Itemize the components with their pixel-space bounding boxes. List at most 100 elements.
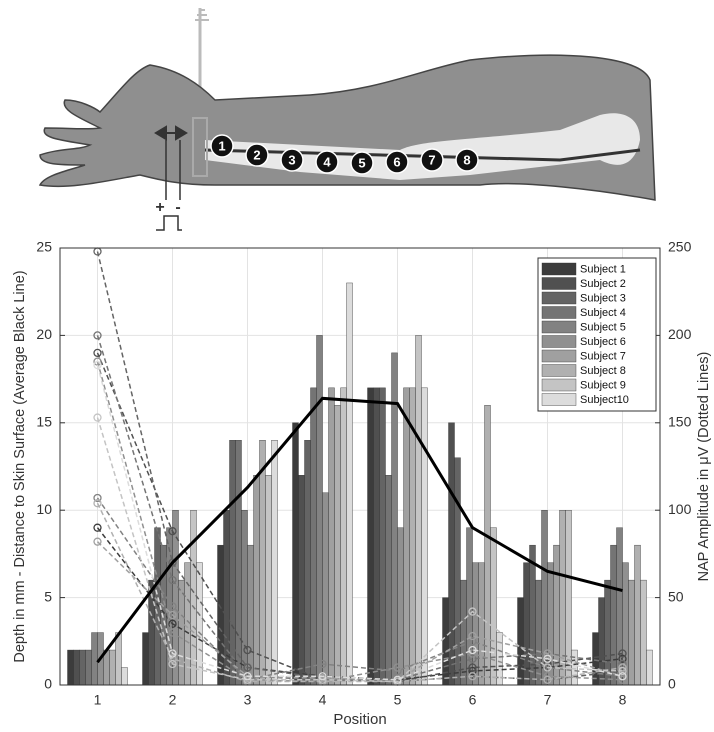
bar [272,440,278,685]
legend-swatch [542,336,576,348]
y-tick-label: 20 [36,326,52,342]
x-tick-label: 8 [619,692,627,708]
bar [416,335,422,685]
x-tick-label: 4 [319,692,327,708]
bar [74,650,80,685]
bar [341,388,347,685]
y2-tick-label: 100 [668,501,692,517]
bar [68,650,74,685]
bar [449,423,455,685]
y2-tick-label: 150 [668,414,692,430]
arm-silhouette [40,55,655,200]
x-axis-label: Position [333,711,386,728]
bar [266,475,272,685]
bar [611,545,617,685]
electrode-label: 6 [393,154,400,169]
bar [635,545,641,685]
legend-label: Subject 1 [580,263,626,275]
plot: 051015202505010015020025012345678Subject… [12,239,712,728]
bar [455,458,461,685]
bar [305,440,311,685]
legend-swatch [542,394,576,406]
bar [629,580,635,685]
bar [335,405,341,685]
bar [92,633,98,685]
x-tick-label: 6 [469,692,477,708]
y-tick-label: 25 [36,239,52,255]
bar [317,335,323,685]
arm-illustration: 1 2 3 4 5 6 7 8 + - [40,8,655,230]
y2-tick-label: 200 [668,326,692,342]
legend-swatch [542,365,576,377]
bar [143,633,149,685]
x-tick-label: 5 [394,692,402,708]
legend-label: Subject 3 [580,292,626,304]
bar [404,388,410,685]
bar [179,580,185,685]
y2-tick-label: 50 [668,588,684,604]
legend-swatch [542,379,576,391]
legend-swatch [542,350,576,362]
bar [572,650,578,685]
legend-label: Subject 7 [580,350,626,362]
legend-label: Subject 9 [580,379,626,391]
bar [293,423,299,685]
bar [422,388,428,685]
bar [260,440,266,685]
y-axis-label: Depth in mm - Distance to Skin Surface (… [12,270,28,662]
y-tick-label: 10 [36,501,52,517]
legend-swatch [542,307,576,319]
y-tick-label: 0 [44,676,52,692]
bar [224,510,230,685]
bar [518,598,524,685]
electrode-label: 2 [253,147,260,162]
bar [254,475,260,685]
bar [116,633,122,685]
bar [485,405,491,685]
bar [122,668,128,685]
bar [242,510,248,685]
bar [110,650,116,685]
electrode-label: 1 [218,138,225,153]
stim-plus: + [155,199,164,216]
legend-swatch [542,321,576,333]
bar [524,563,530,685]
bar [491,528,497,685]
electrode-label: 8 [463,152,470,167]
x-tick-label: 3 [244,692,252,708]
legend-label: Subject 2 [580,278,626,290]
legend-swatch [542,263,576,275]
legend-label: Subject10 [580,394,629,406]
electrode-label: 3 [288,152,295,167]
bar [374,388,380,685]
legend-swatch [542,292,576,304]
electrode-label: 4 [323,154,331,169]
bar [593,633,599,685]
x-tick-label: 7 [544,692,552,708]
bar [647,650,653,685]
bar [554,545,560,685]
bar [347,283,353,685]
legend-label: Subject 6 [580,336,626,348]
figure: 12345678 + - 051015202505010015020025012… [0,0,714,732]
bar [566,510,572,685]
bar [386,475,392,685]
legend-label: Subject 8 [580,365,626,377]
legend-label: Subject 5 [580,321,626,333]
bar [80,650,86,685]
bar [299,475,305,685]
bar [311,388,317,685]
x-tick-label: 2 [169,692,177,708]
bar [536,580,542,685]
ground-symbol [195,10,209,20]
stim-minus: - [175,199,180,216]
bar [329,388,335,685]
legend-label: Subject 4 [580,307,626,319]
electrode-label: 7 [428,152,435,167]
electrode-label: 5 [358,155,365,170]
bar [191,510,197,685]
bar [323,493,329,685]
legend-swatch [542,278,576,290]
bar [161,545,167,685]
bar [86,650,92,685]
